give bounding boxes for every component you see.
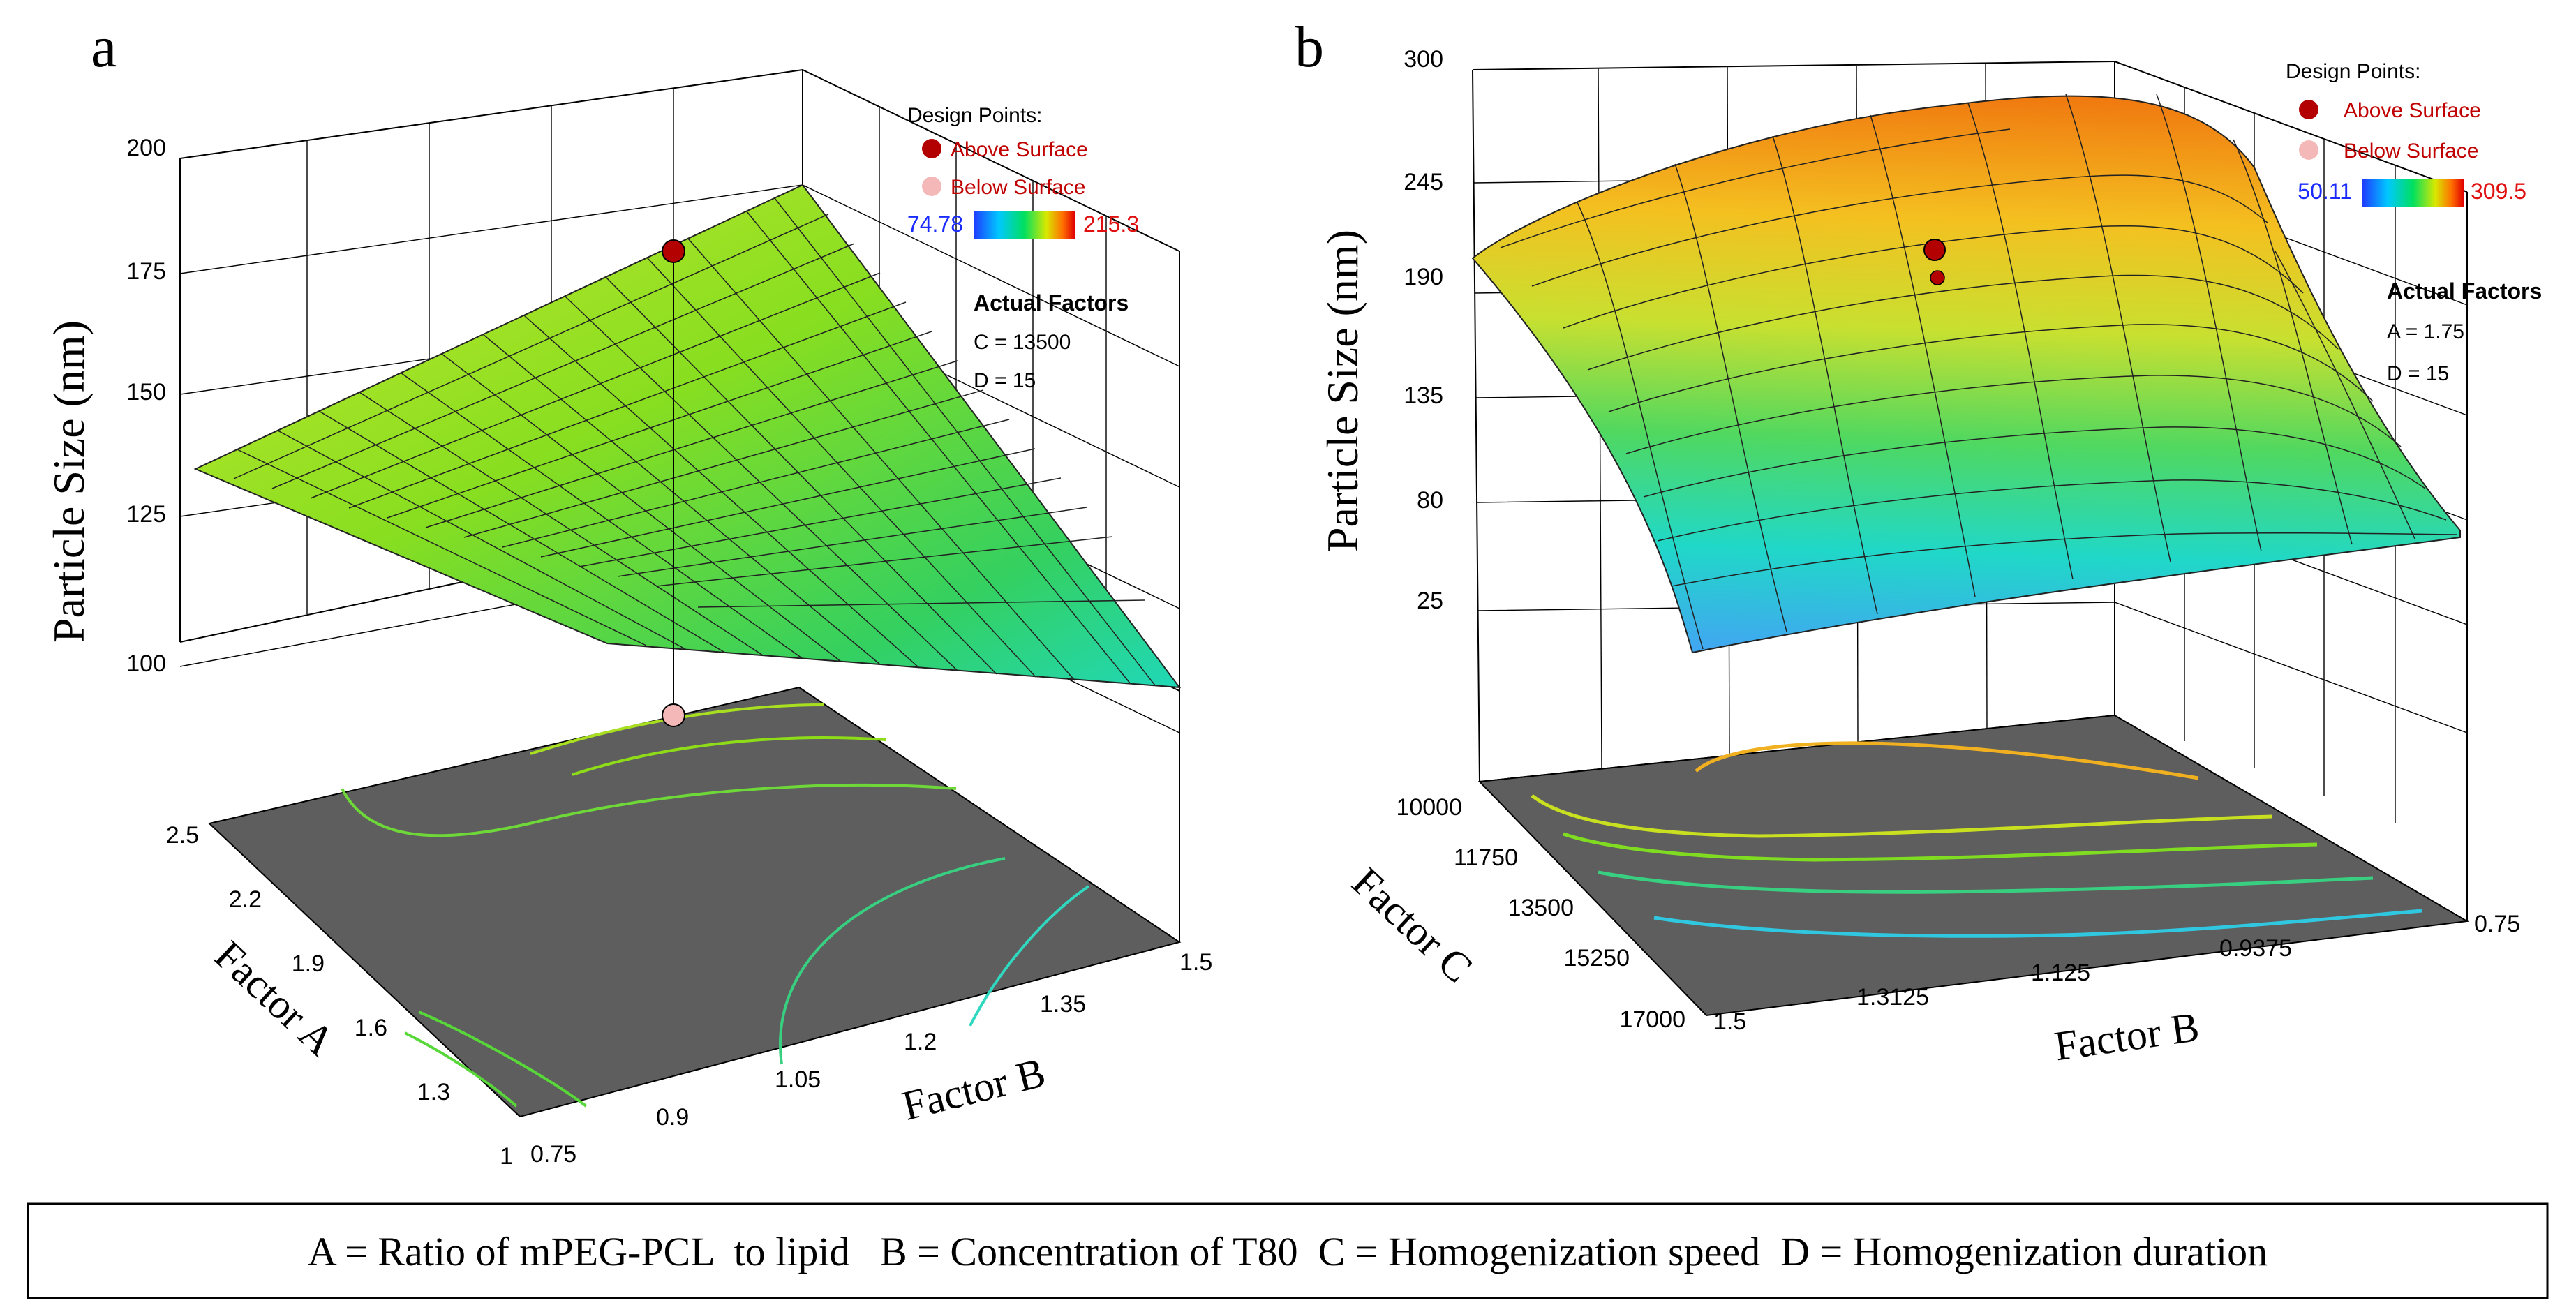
tick: 1.9	[292, 951, 325, 977]
colorbar-min: 74.78	[907, 211, 963, 237]
panel-a-y-axis: 0.75 0.9 1.05 1.2 1.35 1.5	[530, 949, 1212, 1168]
panel-a-letter: a	[91, 15, 117, 80]
panel-a-mesh	[233, 197, 1156, 686]
below-surface-label: Below Surface	[951, 176, 1085, 199]
panel-b-x-title: Factor C	[1343, 858, 1481, 991]
actual-factor: D = 15	[2387, 362, 2449, 385]
colorbar-max: 309.5	[2471, 179, 2526, 204]
panel-a-x-axis: 2.5 2.2 1.9 1.6 1.3 1	[166, 822, 513, 1170]
tick: 11750	[1454, 844, 1518, 871]
above-surface-label: Above Surface	[2344, 99, 2481, 122]
actual-factor: C = 13500	[974, 331, 1071, 354]
caption-text: A = Ratio of mPEG-PCL to lipid B = Conce…	[308, 1229, 2268, 1274]
tick: 15250	[1563, 945, 1630, 971]
panel-b-mesh	[1500, 94, 2457, 650]
panel-a-above-point	[662, 239, 685, 263]
panel-b-z-title: Particle Size (nm)	[1318, 230, 1367, 552]
tick: 2.2	[229, 886, 262, 913]
tick: 175	[126, 258, 166, 285]
tick: 1.5	[1713, 1008, 1746, 1035]
panel-b-above-point-2	[1930, 270, 1945, 285]
tick: 10000	[1396, 794, 1462, 821]
panel-a-z-axis: 200 175 150 125 100	[126, 135, 166, 677]
legend-title: Design Points:	[907, 104, 1042, 127]
tick: 0.9375	[2219, 935, 2292, 962]
tick: 125	[126, 501, 166, 528]
tick: 80	[1417, 487, 1443, 514]
panel-a: a	[44, 15, 1212, 1170]
panel-b-surface	[1471, 95, 2461, 654]
panel-b-floor	[1477, 714, 2470, 1017]
panel-b: b	[1295, 15, 2542, 1069]
tick: 0.75	[2474, 911, 2520, 937]
tick: 190	[1404, 264, 1443, 290]
panel-b-y-title: Factor B	[2051, 1004, 2201, 1069]
panel-b-letter: b	[1295, 15, 1324, 80]
tick: 0.9	[656, 1104, 689, 1131]
tick: 13500	[1507, 895, 1574, 921]
below-surface-marker	[2299, 140, 2318, 160]
panel-b-legend: Design Points: Above Surface Below Surfa…	[2286, 60, 2542, 385]
tick: 200	[126, 135, 166, 161]
tick: 1.6	[355, 1015, 387, 1041]
above-surface-marker	[2299, 100, 2318, 119]
tick: 300	[1404, 46, 1443, 73]
below-surface-marker	[922, 177, 941, 196]
tick: 1.5	[1179, 949, 1212, 976]
panel-b-y-axis: 1.5 1.3125 1.125 0.9375 0.75	[1713, 911, 2520, 1035]
panel-a-below-point	[662, 703, 685, 727]
actual-factors-title: Actual Factors	[2387, 278, 2542, 304]
tick: 0.75	[530, 1141, 576, 1168]
actual-factor: D = 15	[974, 369, 1036, 392]
actual-factor: A = 1.75	[2387, 320, 2464, 343]
legend-title: Design Points:	[2286, 60, 2420, 83]
tick: 1.125	[2031, 960, 2090, 986]
panel-a-contours	[341, 703, 1090, 1108]
tick: 1.05	[775, 1066, 821, 1093]
panel-a-legend: Design Points: Above Surface Below Surfa…	[907, 104, 1139, 392]
caption-box	[27, 1202, 2549, 1299]
tick: 2.5	[166, 822, 199, 849]
tick: 135	[1404, 382, 1443, 409]
colorbar-max: 215.3	[1083, 211, 1139, 237]
tick: 17000	[1619, 1006, 1685, 1033]
below-surface-label: Below Surface	[2344, 140, 2478, 163]
panel-b-x-axis: 10000 11750 13500 15250 17000	[1396, 794, 1685, 1033]
colorbar	[2362, 179, 2464, 207]
above-surface-label: Above Surface	[951, 138, 1088, 161]
colorbar-min: 50.11	[2298, 179, 2352, 204]
colorbar	[974, 211, 1075, 239]
actual-factors-title: Actual Factors	[974, 290, 1129, 315]
panel-a-surface	[193, 184, 1182, 689]
tick: 150	[126, 379, 166, 405]
above-surface-marker	[922, 139, 941, 158]
tick: 1.35	[1040, 991, 1086, 1017]
tick: 100	[126, 650, 166, 677]
panel-a-z-title: Particle Size (nm)	[44, 320, 94, 643]
tick: 1	[500, 1143, 513, 1170]
panel-b-contours	[1531, 741, 2422, 938]
tick: 25	[1417, 588, 1443, 614]
panel-b-above-point	[1923, 239, 1946, 261]
tick: 245	[1404, 169, 1443, 195]
panel-a-y-title: Factor B	[898, 1049, 1050, 1128]
tick: 1.3	[417, 1079, 450, 1105]
panel-b-z-axis: 300 245 190 135 80 25	[1404, 46, 1443, 614]
tick: 1.2	[904, 1029, 937, 1055]
tick: 1.3125	[1856, 984, 1929, 1011]
